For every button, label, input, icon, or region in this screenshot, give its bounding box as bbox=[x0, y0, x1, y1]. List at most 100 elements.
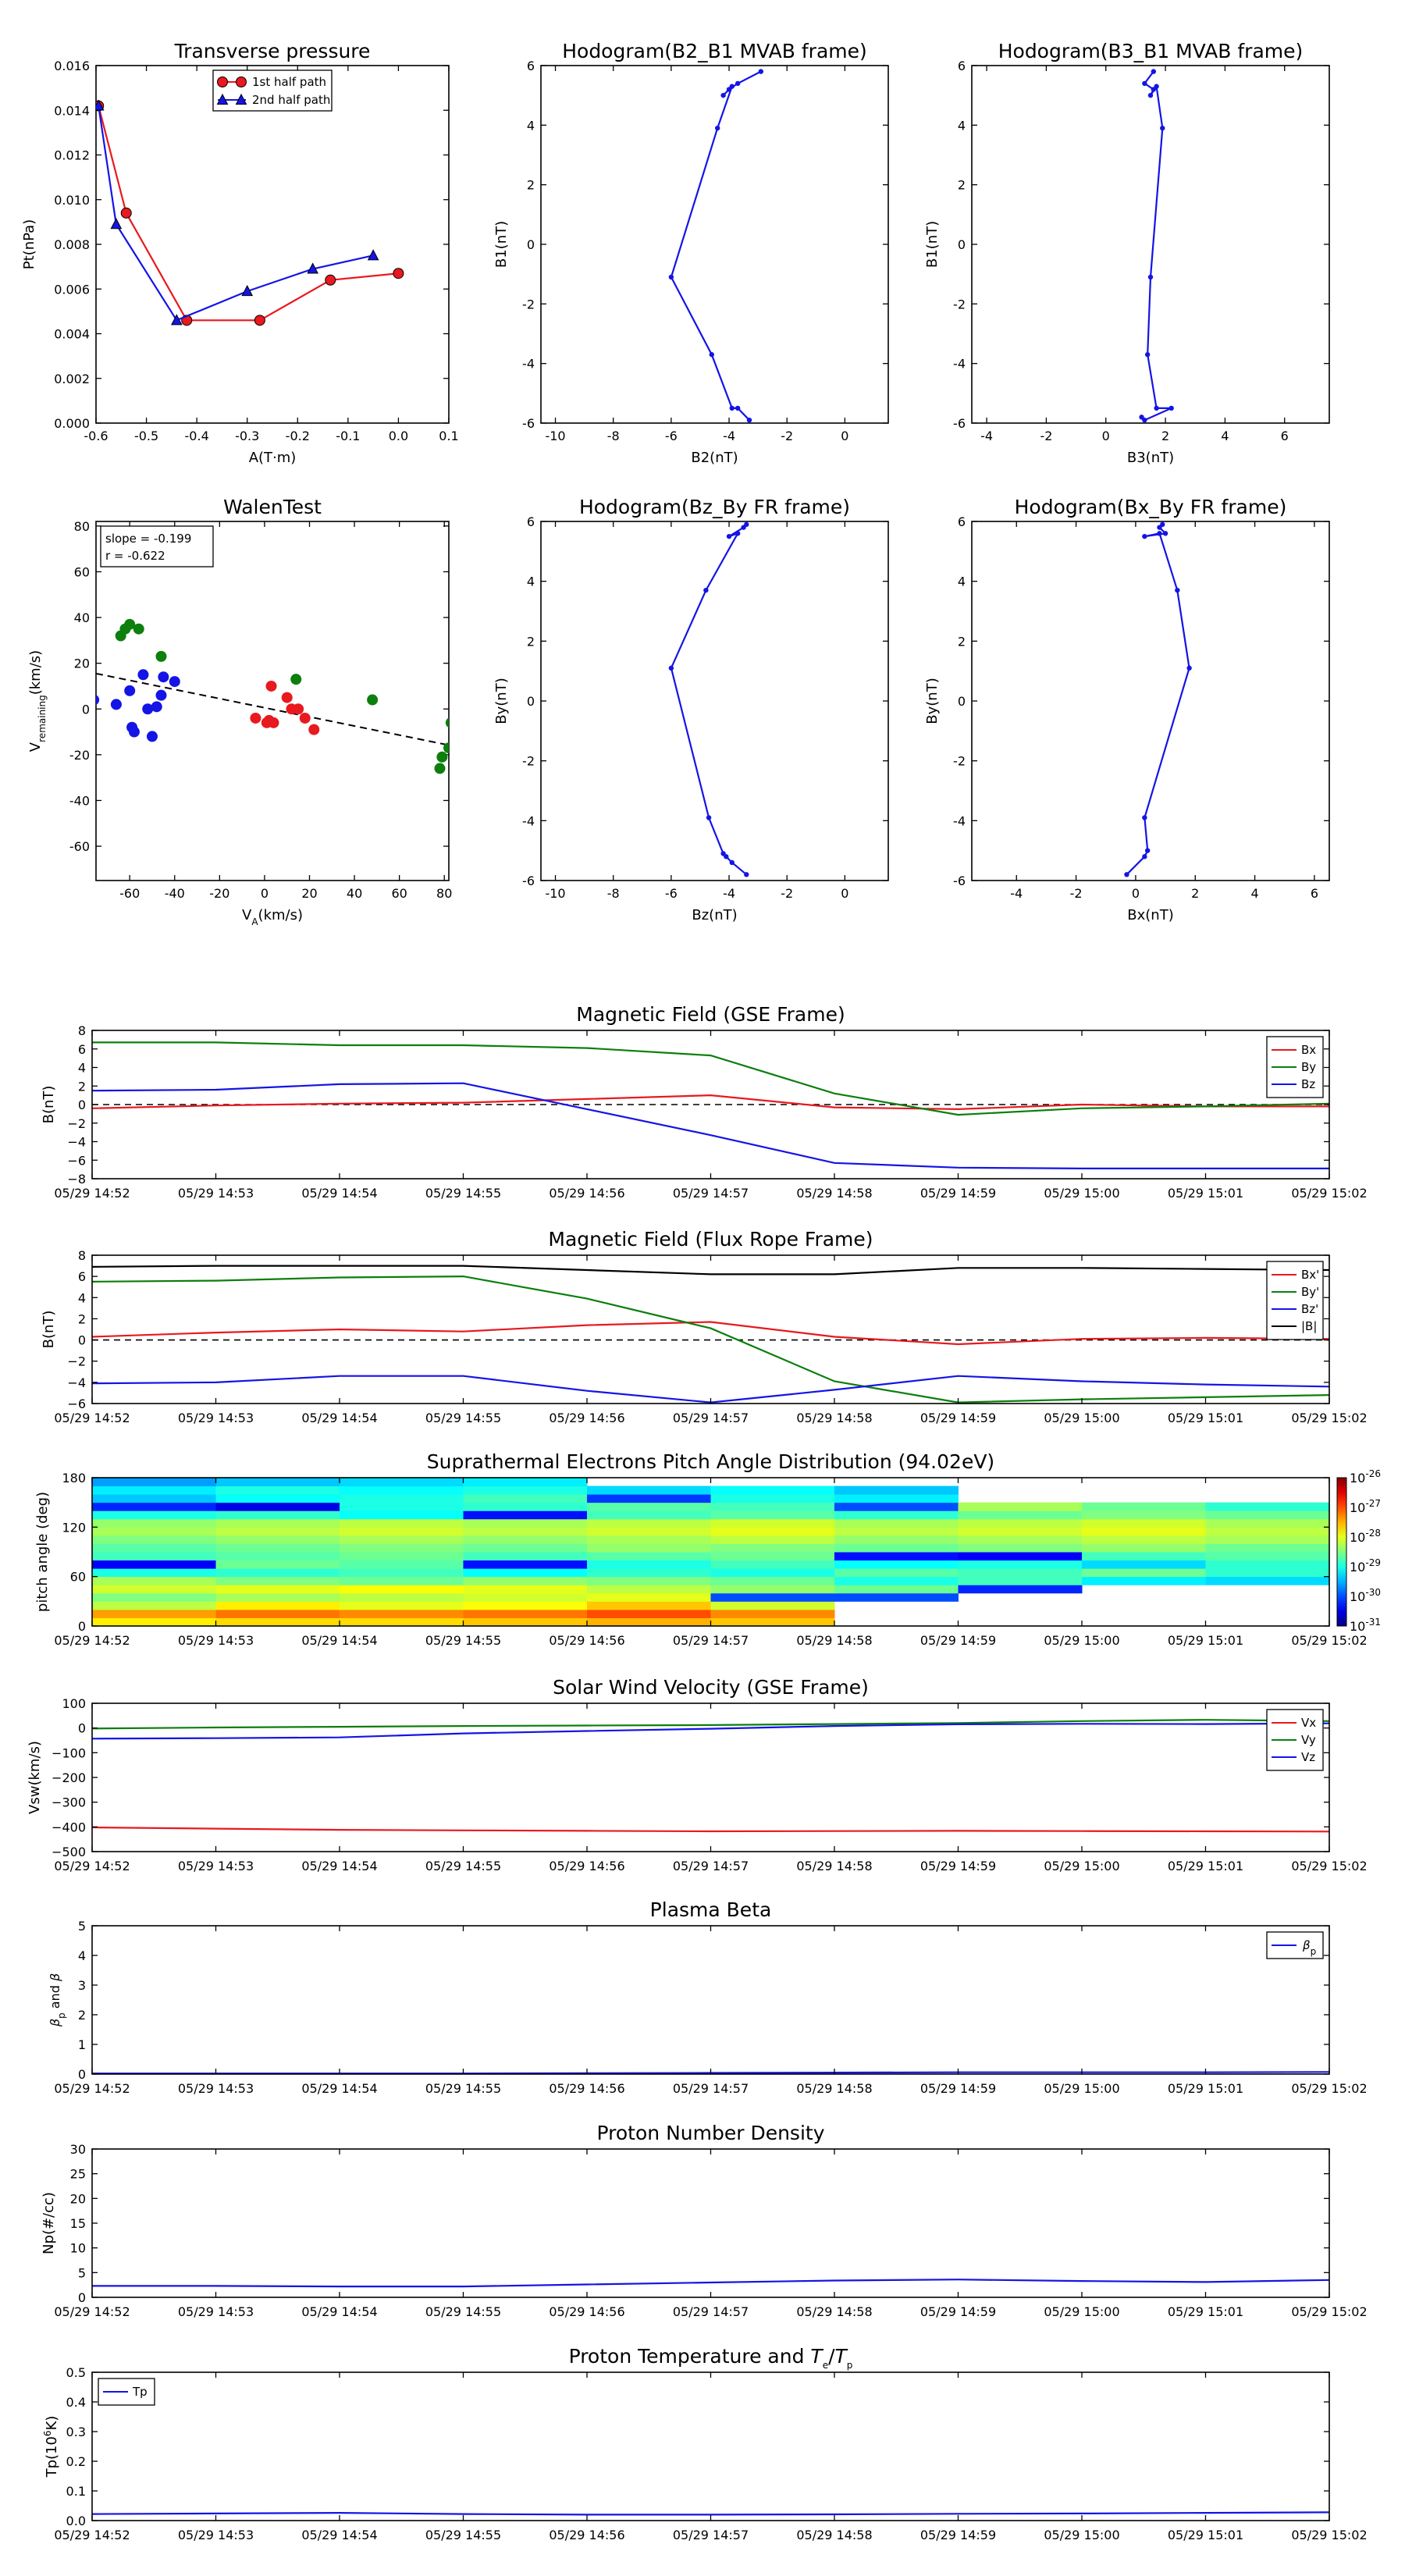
mf1-legend: Bx By Bz bbox=[1266, 1036, 1324, 1098]
tpp-ytick-label: 0.0 bbox=[66, 2514, 86, 2528]
h4-ytick-label: -4 bbox=[953, 813, 966, 828]
pad-cell-14-7 bbox=[958, 1502, 1083, 1511]
tp-series-0-point-1 bbox=[120, 207, 132, 219]
wt-xtick-label: -60 bbox=[119, 886, 140, 901]
pad-cell-8-3 bbox=[463, 1552, 588, 1561]
pad-cell-15-4 bbox=[587, 1494, 711, 1503]
mf2-frame bbox=[91, 1254, 1330, 1404]
sw-xtick-label: 05/29 14:56 bbox=[549, 1859, 624, 1873]
tp-ytick-label: 0.014 bbox=[54, 103, 90, 118]
h3-series-0-point-8 bbox=[724, 854, 729, 859]
mf1-xtick-label: 05/29 14:59 bbox=[920, 1186, 996, 1201]
h4-xtick-label: 6 bbox=[1311, 886, 1318, 901]
wt-xtick-label: 0 bbox=[261, 886, 269, 901]
pad-cell-3-0 bbox=[92, 1592, 216, 1602]
wt-xtick-label: 20 bbox=[301, 886, 317, 901]
pad-cell-10-1 bbox=[215, 1535, 340, 1544]
wt-ylabel-part: V bbox=[27, 742, 44, 752]
pad-cell-13-0 bbox=[92, 1510, 216, 1520]
pad-xtick-label: 05/29 14:52 bbox=[54, 1633, 130, 1648]
sw-legend-label-1: Vy bbox=[1301, 1733, 1316, 1747]
h2-series-0-point-8 bbox=[1154, 405, 1159, 411]
pad-cell-7-1 bbox=[215, 1560, 340, 1569]
beta-xtick-label: 05/29 14:52 bbox=[54, 2081, 130, 2096]
wt-annotation-line-0: slope = -0.199 bbox=[105, 532, 191, 546]
tp-xtick-label: -0.6 bbox=[84, 429, 108, 443]
h1-series-0-point-1 bbox=[735, 80, 741, 87]
np-xtick-label: 05/29 14:56 bbox=[549, 2304, 624, 2319]
tpp-xtick-label: 05/29 14:59 bbox=[920, 2528, 996, 2542]
h2-series-0-point-9 bbox=[1168, 405, 1174, 411]
pad-cell-6-4 bbox=[587, 1568, 711, 1578]
chart-wt: WalenTest -60 -40 -20 0 20 40 60 80 -60 -40 -20 0 20 4… bbox=[27, 496, 452, 927]
h3-ylabel: By(nT) bbox=[493, 678, 510, 724]
h4-ytick-label: 0 bbox=[958, 694, 966, 709]
beta-ylabel-part: p bbox=[56, 2012, 67, 2019]
h1-series-0-point-9 bbox=[735, 405, 741, 411]
pad-cell-11-7 bbox=[958, 1527, 1083, 1536]
pad-cell-16-0 bbox=[92, 1485, 216, 1495]
mf1-xtick-label: 05/29 15:02 bbox=[1291, 1186, 1367, 1201]
pad-cell-12-1 bbox=[215, 1518, 340, 1528]
beta-ytick-label: 4 bbox=[78, 1948, 86, 1963]
tpp-xtick-label: 05/29 15:01 bbox=[1168, 2528, 1243, 2542]
np-ytick-label: 0 bbox=[78, 2290, 86, 2305]
mf2-xtick-label: 05/29 14:53 bbox=[178, 1411, 254, 1425]
mf1-legend-label-1: By bbox=[1301, 1060, 1316, 1074]
pad-cell-5-3 bbox=[463, 1576, 588, 1585]
h3-ytick-label: 6 bbox=[527, 514, 535, 529]
wt-series-0-point-4 bbox=[128, 726, 140, 738]
tpp-ytick-label: 0.2 bbox=[66, 2454, 86, 2469]
pad-cell-13-5 bbox=[710, 1510, 835, 1520]
beta-xtick-label: 05/29 15:02 bbox=[1291, 2081, 1367, 2096]
wt-annotation-line-1: r = -0.622 bbox=[105, 549, 165, 563]
pad-cell-9-0 bbox=[92, 1543, 216, 1553]
sw-xtick-label: 05/29 14:55 bbox=[425, 1859, 501, 1873]
chart-beta: Plasma Beta 05/29 14:52 05/29 14:53 05/29 1… bbox=[48, 1898, 1368, 2096]
pad-ytick-label: 60 bbox=[70, 1570, 86, 1585]
h1-ylabel: B1(nT) bbox=[493, 221, 510, 268]
tpp-title-part: T bbox=[810, 2345, 823, 2368]
pad-colorbar-label-4: 10-30 bbox=[1350, 1587, 1381, 1604]
sw-xtick-label: 05/29 14:58 bbox=[796, 1859, 872, 1873]
mf1-ytick-label: −4 bbox=[67, 1135, 86, 1150]
tp-series-0-line bbox=[98, 105, 399, 322]
sw-xtick-label: 05/29 14:54 bbox=[301, 1859, 377, 1873]
h3-ytick-label: -2 bbox=[522, 754, 535, 769]
pad-colorbar-label-exp: -27 bbox=[1365, 1498, 1381, 1509]
chart-sw: Solar Wind Velocity (GSE Frame) 05/29 14:… bbox=[27, 1676, 1368, 1873]
wt-series-2-point-3 bbox=[133, 623, 144, 635]
tp-ytick-label: 0.006 bbox=[54, 282, 90, 297]
pad-cell-6-7 bbox=[958, 1568, 1083, 1578]
h2-series-0-point-6 bbox=[1147, 274, 1154, 280]
tp-series-0-point-4 bbox=[325, 274, 336, 286]
wt-series-1-point-4 bbox=[268, 717, 279, 728]
pad-cell-13-4 bbox=[587, 1510, 711, 1520]
h3-xtick-label: 0 bbox=[841, 886, 848, 901]
h1-ytick-label: 0 bbox=[527, 237, 535, 252]
pad-cell-13-7 bbox=[958, 1510, 1083, 1520]
h3-series-0-point-5 bbox=[668, 665, 674, 671]
beta-xtick-label: 05/29 14:55 bbox=[425, 2081, 501, 2096]
mf1-series-2-line bbox=[92, 1082, 1329, 1170]
pad-cell-15-6 bbox=[834, 1494, 959, 1503]
sw-ytick-label: 100 bbox=[62, 1696, 86, 1711]
h2-xtick-label: -2 bbox=[1040, 429, 1052, 443]
chart-mf2: Magnetic Field (Flux Rope Frame) 05/29 14… bbox=[41, 1228, 1368, 1425]
tpp-plot-area bbox=[92, 2511, 1329, 2516]
h4-ytick-label: 2 bbox=[958, 634, 966, 649]
h2-xtick-label: 6 bbox=[1281, 429, 1289, 443]
h3-series-0-point-3 bbox=[735, 531, 741, 536]
pad-cell-16-3 bbox=[463, 1485, 588, 1495]
tpp-ylabel-part: K) bbox=[44, 2416, 60, 2431]
h2-ytick-label: 0 bbox=[958, 237, 966, 252]
mf1-ytick-label: 2 bbox=[78, 1079, 86, 1094]
h1-series-0-point-7 bbox=[709, 352, 714, 358]
h1-xtick-label: -6 bbox=[665, 429, 678, 443]
h1-ytick-label: 4 bbox=[527, 118, 535, 133]
pad-cell-6-3 bbox=[463, 1568, 588, 1578]
h4-series-0-point-7 bbox=[1142, 815, 1147, 820]
np-title: Proton Number Density bbox=[597, 2122, 825, 2144]
